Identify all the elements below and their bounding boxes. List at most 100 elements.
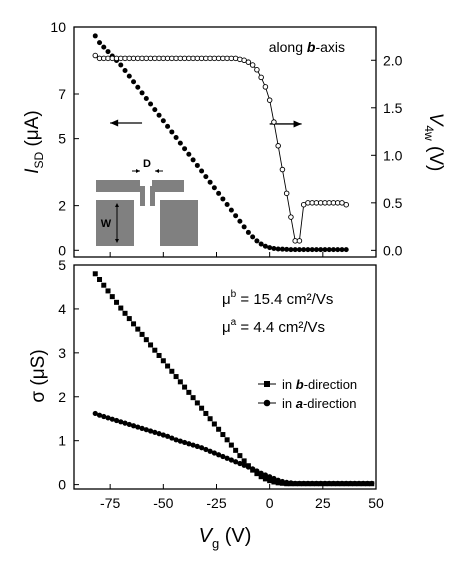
bottom-x-tick-label: -75 <box>100 495 120 511</box>
isd-point <box>211 185 217 191</box>
mu-a-value: = 4.4 cm²/Vs <box>236 319 325 336</box>
b-direction-point <box>177 379 183 385</box>
x-axis-title: Vg (V) <box>199 525 252 551</box>
v4w-point <box>275 143 281 149</box>
vg-unit: (V) <box>219 525 251 547</box>
isd-point <box>216 190 222 196</box>
v4w-point <box>271 119 277 125</box>
bottom-x-ticks: -75 -50 -25 0 25 50 <box>100 484 384 511</box>
b-direction-point <box>207 416 213 422</box>
bottom-y-axis-title: σ (μS) <box>28 349 49 402</box>
b-direction-point <box>224 437 230 443</box>
a-direction-point <box>305 480 311 486</box>
a-direction-point <box>164 433 171 439</box>
isd-point <box>135 84 141 90</box>
isd-point <box>105 49 111 55</box>
b-direction-point <box>139 331 145 337</box>
a-direction-point <box>105 415 111 421</box>
mu-b-symbol: μ <box>222 291 231 308</box>
a-direction-point <box>360 480 366 486</box>
a-direction-point <box>284 479 290 486</box>
isd-point <box>330 247 336 253</box>
inset-right-block <box>160 200 198 246</box>
inset-w-arrow <box>115 203 119 243</box>
isd-point <box>224 202 230 208</box>
a-direction-point <box>258 470 264 476</box>
b-direction-point <box>190 395 196 401</box>
a-direction-point <box>207 448 213 454</box>
top-left-tick-label: 5 <box>58 131 66 147</box>
a-direction-point <box>220 453 226 460</box>
legend: in b-direction in a-direction <box>258 377 357 411</box>
b-direction-point <box>275 480 281 486</box>
isd-point <box>271 246 277 252</box>
inset-stem-right <box>150 186 155 206</box>
b-direction-point <box>97 276 103 282</box>
isd-point <box>203 174 209 180</box>
top-right-tick-label: 1.0 <box>383 147 403 163</box>
isd-point <box>220 196 226 202</box>
legend-label-a: in a-direction <box>282 396 356 411</box>
mu-a-superscript: a <box>231 317 237 328</box>
b-direction-point <box>135 326 141 332</box>
a-direction-point <box>147 428 154 434</box>
v4w-point <box>254 67 260 73</box>
mobility-b-annotation: μb = 15.4 cm²/Vs <box>222 289 333 308</box>
b-direction-point <box>182 384 188 390</box>
v4w-point <box>279 166 286 173</box>
a-direction-point <box>347 480 354 486</box>
arrow-head <box>110 119 119 127</box>
top-left-axis-title: ISD (μA) <box>22 110 46 174</box>
isd-point <box>169 129 175 135</box>
isd-point <box>284 246 290 252</box>
bottom-y-tick-label: 1 <box>58 433 66 449</box>
isd-point <box>190 157 196 163</box>
isd-point <box>186 151 192 157</box>
v4w-point <box>249 62 256 68</box>
a-direction-point <box>118 419 124 425</box>
a-direction-point <box>160 432 166 438</box>
top-annotation: along b-axis <box>269 39 345 55</box>
bottom-x-tick-label: 0 <box>266 495 274 511</box>
a-direction-point <box>92 410 98 417</box>
legend-square-marker <box>264 381 270 387</box>
isd-point <box>258 241 264 247</box>
bottom-y-tick-label: 2 <box>58 389 66 405</box>
top-left-tick-label: 0 <box>58 242 66 258</box>
a-direction-point <box>224 455 230 461</box>
a-direction-point <box>267 474 273 480</box>
isd-point <box>339 247 345 253</box>
v4w-point <box>245 59 252 65</box>
isd-point <box>318 247 324 253</box>
a-direction-point <box>173 437 179 443</box>
b-direction-point <box>122 310 128 316</box>
b-direction-point <box>199 405 205 411</box>
inset-stem-left <box>140 186 145 206</box>
a-direction-point <box>190 442 196 448</box>
b-direction-point <box>169 368 175 374</box>
a-direction-point <box>233 459 239 465</box>
isd-point <box>173 135 179 141</box>
sigma-unit: (μS) <box>28 349 49 391</box>
a-direction-point <box>318 480 324 486</box>
b-direction-point <box>216 426 222 432</box>
isd-point <box>262 243 268 249</box>
a-direction-point <box>113 417 120 424</box>
a-direction-point <box>309 480 315 486</box>
a-direction-point <box>241 462 247 468</box>
isd-point <box>177 140 183 146</box>
b-direction-point <box>126 316 132 322</box>
isd-point <box>199 168 205 174</box>
isd-point <box>322 247 328 253</box>
isd-point <box>292 247 298 253</box>
a-direction-point <box>296 480 303 486</box>
top-left-tick-label: 2 <box>58 198 66 214</box>
isd-point <box>237 218 243 224</box>
b-direction-point <box>101 282 107 288</box>
inset-left-block <box>96 200 134 246</box>
bottom-y-ticks: 0 1 2 3 4 5 <box>58 257 79 493</box>
top-right-tick-label: 0.0 <box>383 242 403 258</box>
b-direction-point <box>148 342 154 348</box>
v4w-point <box>266 97 273 103</box>
b-direction-point <box>194 400 200 406</box>
